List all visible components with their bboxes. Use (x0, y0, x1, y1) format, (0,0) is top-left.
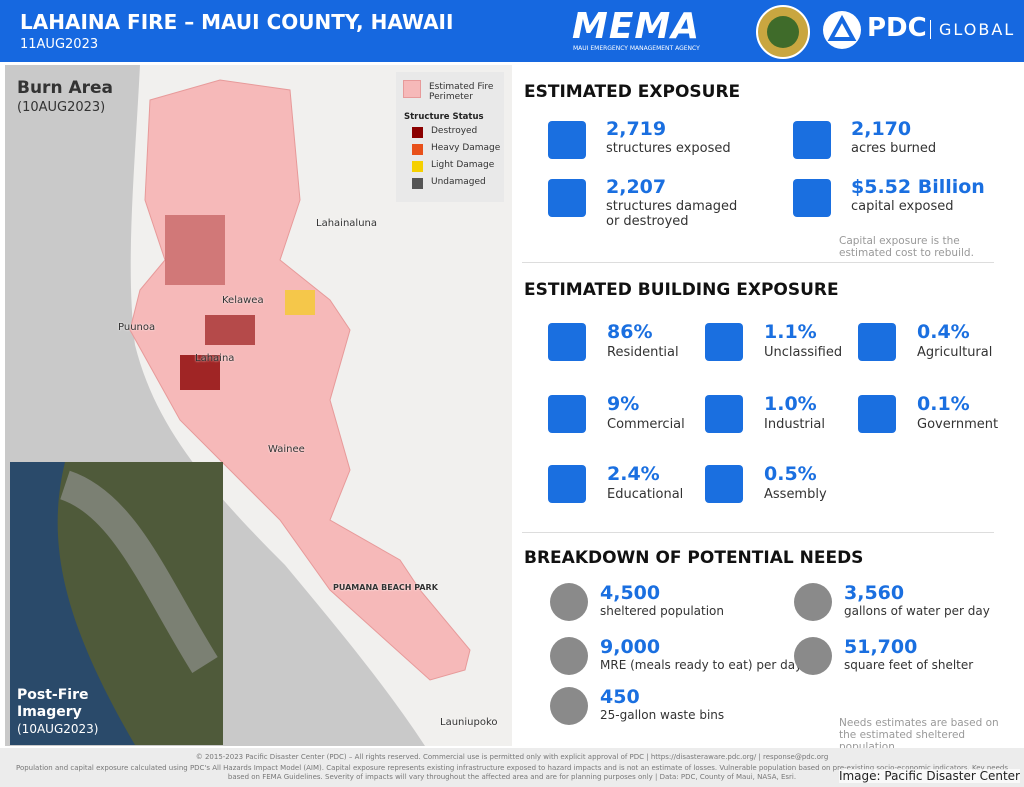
label: Unclassified (764, 345, 843, 360)
legend-label: Light Damage (431, 160, 495, 170)
credit: Image: Pacific Disaster Center (838, 769, 1020, 783)
mema-logo: MEMA (572, 6, 701, 47)
icon (705, 323, 743, 361)
seal (756, 5, 810, 59)
icon (705, 395, 743, 433)
label: 25-gallon waste bins (600, 708, 725, 722)
value: 86% (607, 321, 653, 343)
label: Agricultural (917, 345, 993, 360)
inset-date: (10AUG2023) (17, 722, 99, 736)
label: square feet of shelter (844, 658, 974, 672)
legend-label: Heavy Damage (431, 143, 501, 153)
place-label: Lahainaluna (316, 218, 377, 229)
label: gallons of water per day (844, 604, 990, 618)
legend-swatch (412, 161, 423, 172)
note: Capital exposure is the estimated cost t… (839, 235, 974, 259)
value: 0.4% (917, 321, 970, 343)
value: 9,000 (600, 636, 661, 658)
inset-title: Post-Fire Imagery (17, 687, 89, 720)
icon (550, 637, 588, 675)
place-label: Lahaina (195, 353, 235, 364)
footer-line: © 2015-2023 Pacific Disaster Center (PDC… (195, 753, 829, 761)
label: acres burned (851, 141, 937, 156)
map-date: (10AUG2023) (17, 100, 106, 115)
value: 51,700 (844, 636, 918, 658)
pdc-logo: PDC (867, 13, 927, 43)
place-label: Kelawea (222, 295, 264, 306)
place-label: Wainee (268, 444, 305, 455)
icon (858, 395, 896, 433)
value: 2.4% (607, 463, 660, 485)
divider (522, 532, 994, 533)
legend-label: Destroyed (431, 126, 478, 136)
date: 11AUG2023 (20, 37, 99, 52)
divider (522, 262, 994, 263)
label: MRE (meals ready to eat) per day (600, 658, 803, 672)
legend-label: Estimated Fire Perimeter (429, 82, 494, 102)
label: Residential (607, 345, 679, 360)
value: 9% (607, 393, 640, 415)
label: Industrial (764, 417, 825, 432)
icon (705, 465, 743, 503)
icon (858, 323, 896, 361)
icon (548, 465, 586, 503)
pdc-icon (823, 11, 861, 49)
legend-swatch (412, 144, 423, 155)
label: Educational (607, 487, 684, 502)
value: 2,207 (606, 176, 667, 198)
map-title: Burn Area (17, 78, 114, 98)
title: LAHAINA FIRE – MAUI COUNTY, HAWAII (20, 10, 454, 34)
place-label: Launiupoko (440, 717, 498, 728)
value: 1.0% (764, 393, 817, 415)
section-title: ESTIMATED EXPOSURE (524, 82, 741, 102)
icon (548, 323, 586, 361)
legend-swatch (412, 127, 423, 138)
icon (548, 179, 586, 217)
label: Government (917, 417, 999, 432)
icon (550, 583, 588, 621)
label: sheltered population (600, 604, 725, 618)
footer-line: Population and capital exposure calculat… (15, 764, 1009, 781)
value: 2,719 (606, 118, 667, 140)
value: 3,560 (844, 582, 905, 604)
legend-label: Undamaged (431, 177, 486, 187)
place-label: Puunoa (118, 322, 156, 333)
label: capital exposed (851, 199, 954, 214)
label: Assembly (764, 487, 827, 502)
icon (794, 583, 832, 621)
icon (548, 121, 586, 159)
value: 0.1% (917, 393, 970, 415)
pdc-sub: GLOBAL (930, 20, 1015, 39)
legend-heading: Structure Status (404, 112, 484, 122)
label: Commercial (607, 417, 685, 432)
section-title: ESTIMATED BUILDING EXPOSURE (524, 280, 839, 300)
icon (548, 395, 586, 433)
label: structures exposed (606, 141, 731, 156)
icon (793, 179, 831, 217)
value: 4,500 (600, 582, 661, 604)
value: $5.52 Billion (851, 176, 985, 198)
value: 2,170 (851, 118, 912, 140)
value: 0.5% (764, 463, 817, 485)
icon (793, 121, 831, 159)
legend-swatch (412, 178, 423, 189)
icon (550, 687, 588, 725)
value: 450 (600, 686, 640, 708)
section-title: BREAKDOWN OF POTENTIAL NEEDS (524, 548, 864, 568)
mema-sub: MAUI EMERGENCY MANAGEMENT AGENCY (573, 45, 700, 52)
legend-swatch (403, 80, 421, 98)
place-label: PUAMANA BEACH PARK (333, 583, 438, 592)
icon (794, 637, 832, 675)
value: 1.1% (764, 321, 817, 343)
label: structures damaged or destroyed (606, 199, 738, 229)
